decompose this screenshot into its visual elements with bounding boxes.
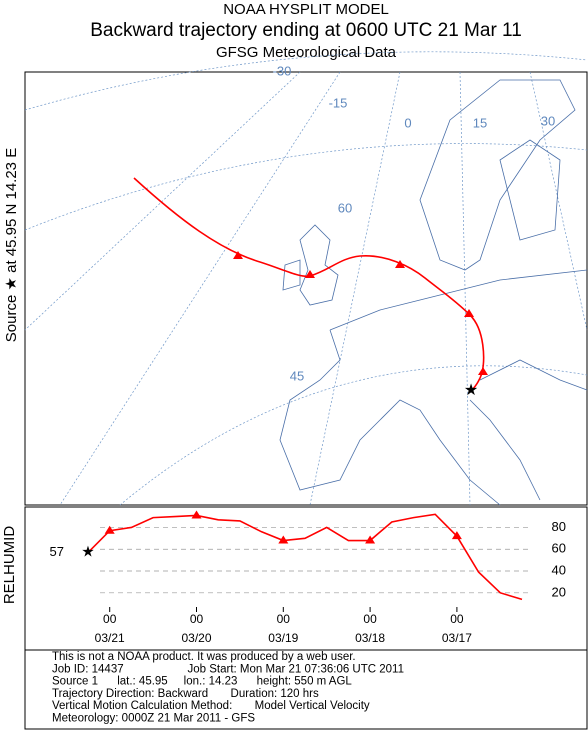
y-tick-label: 40 — [552, 562, 566, 577]
grid-label: 60 — [338, 200, 352, 215]
footer-line: This is not a NOAA product. It was produ… — [52, 651, 356, 663]
x-tick-hour: 00 — [277, 612, 291, 626]
y-tick-label: 20 — [552, 584, 566, 599]
grid-label: -15 — [329, 95, 348, 110]
footer-line: Meteorology: 0000Z 21 Mar 2011 - GFS — [52, 713, 255, 725]
title: Backward trajectory ending at 0600 UTC 2… — [90, 20, 522, 41]
start-label: 57 — [50, 544, 64, 559]
trajectory-markers — [233, 251, 488, 375]
map-frame — [24, 71, 588, 506]
start-star: ★ — [81, 543, 94, 560]
marker — [278, 535, 289, 544]
coastlines — [279, 79, 588, 506]
x-tick-date: 03/21 — [95, 631, 125, 645]
grid-label: -30 — [273, 63, 292, 78]
marker — [365, 535, 376, 544]
x-tick-date: 03/17 — [442, 631, 472, 645]
y-axis-label: RELHUMID — [1, 526, 18, 605]
x-tick-date: 03/19 — [268, 631, 298, 645]
grid-label: 0 — [404, 115, 411, 130]
map: ★ — [24, 51, 588, 506]
graticule — [24, 51, 588, 506]
relhumid-line — [87, 513, 523, 601]
marker — [451, 531, 462, 540]
footer-line: Source 1 lat.: 45.95 lon.: 14.23 height:… — [52, 676, 352, 688]
y-tick-label: 80 — [552, 519, 566, 534]
x-tick-hour: 00 — [363, 612, 377, 626]
title: NOAA HYSPLIT MODEL — [223, 1, 389, 18]
title: GFSG Meteorological Data — [216, 44, 397, 61]
footer-frame — [24, 649, 588, 730]
footer-line: Trajectory Direction: Backward Duration:… — [52, 688, 319, 700]
y-tick-label: 60 — [552, 541, 566, 556]
trajectory — [133, 177, 485, 393]
x-tick-hour: 00 — [190, 612, 204, 626]
marker — [191, 510, 202, 519]
x-tick-date: 03/18 — [355, 631, 385, 645]
source-star: ★ — [464, 382, 478, 399]
source-label: Source ★ at 45.95 N 14.23 E — [3, 148, 20, 342]
marker — [104, 525, 115, 534]
footer-line: Job ID: 14437 Job Start: Mon Mar 21 07:3… — [52, 663, 404, 675]
x-tick-hour: 00 — [450, 612, 464, 626]
footer-line: Vertical Motion Calculation Method: Mode… — [52, 700, 370, 712]
grid-label: 45 — [290, 368, 304, 383]
x-tick-hour: 00 — [103, 612, 117, 626]
grid-label: 15 — [473, 115, 487, 130]
x-tick-date: 03/20 — [181, 631, 211, 645]
grid-label: 30 — [541, 113, 555, 128]
